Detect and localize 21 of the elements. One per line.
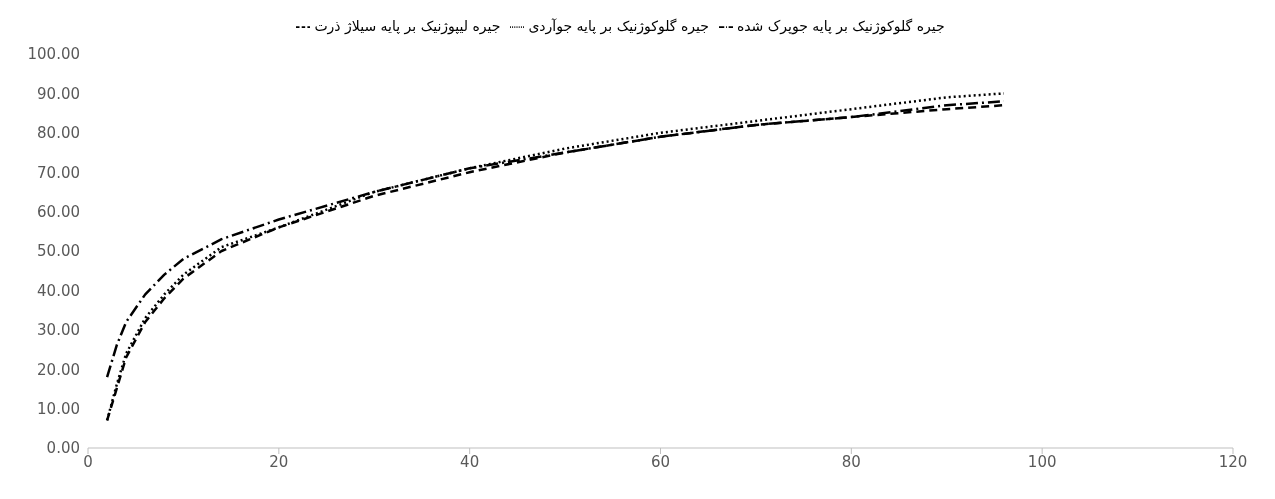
- y-tick-label: 50.00: [37, 242, 80, 261]
- y-tick-label: 90.00: [37, 84, 80, 103]
- x-tick-label: 60: [650, 452, 671, 471]
- x-tick-label: 20: [269, 452, 289, 471]
- y-tick-label: 80.00: [37, 124, 80, 143]
- x-tick-label: 40: [460, 452, 480, 471]
- legend-label: جیره لیپوژنیک بر پایه سیلاژ ذرت: [314, 18, 501, 34]
- y-tick-label: 40.00: [37, 281, 80, 300]
- y-tick-label: 70.00: [37, 163, 80, 182]
- legend-label: جیره گلوکوژنیک بر پایه جوآردی: [528, 18, 709, 34]
- y-tick-label: 30.00: [37, 321, 80, 340]
- y-tick-label: 60.00: [37, 202, 80, 221]
- x-tick-label: 80: [841, 452, 861, 471]
- y-tick-label: 100.00: [27, 45, 80, 64]
- legend-label: جیره گلوکوژنیک بر پایه جوپرک شده: [736, 18, 945, 34]
- x-tick-label: 0: [83, 452, 93, 471]
- y-tick-label: 0.00: [46, 439, 80, 458]
- y-tick-label: 10.00: [37, 399, 80, 418]
- x-tick-label: 120: [1218, 452, 1248, 471]
- x-tick-label: 100: [1027, 452, 1057, 471]
- y-tick-label: 20.00: [37, 360, 80, 379]
